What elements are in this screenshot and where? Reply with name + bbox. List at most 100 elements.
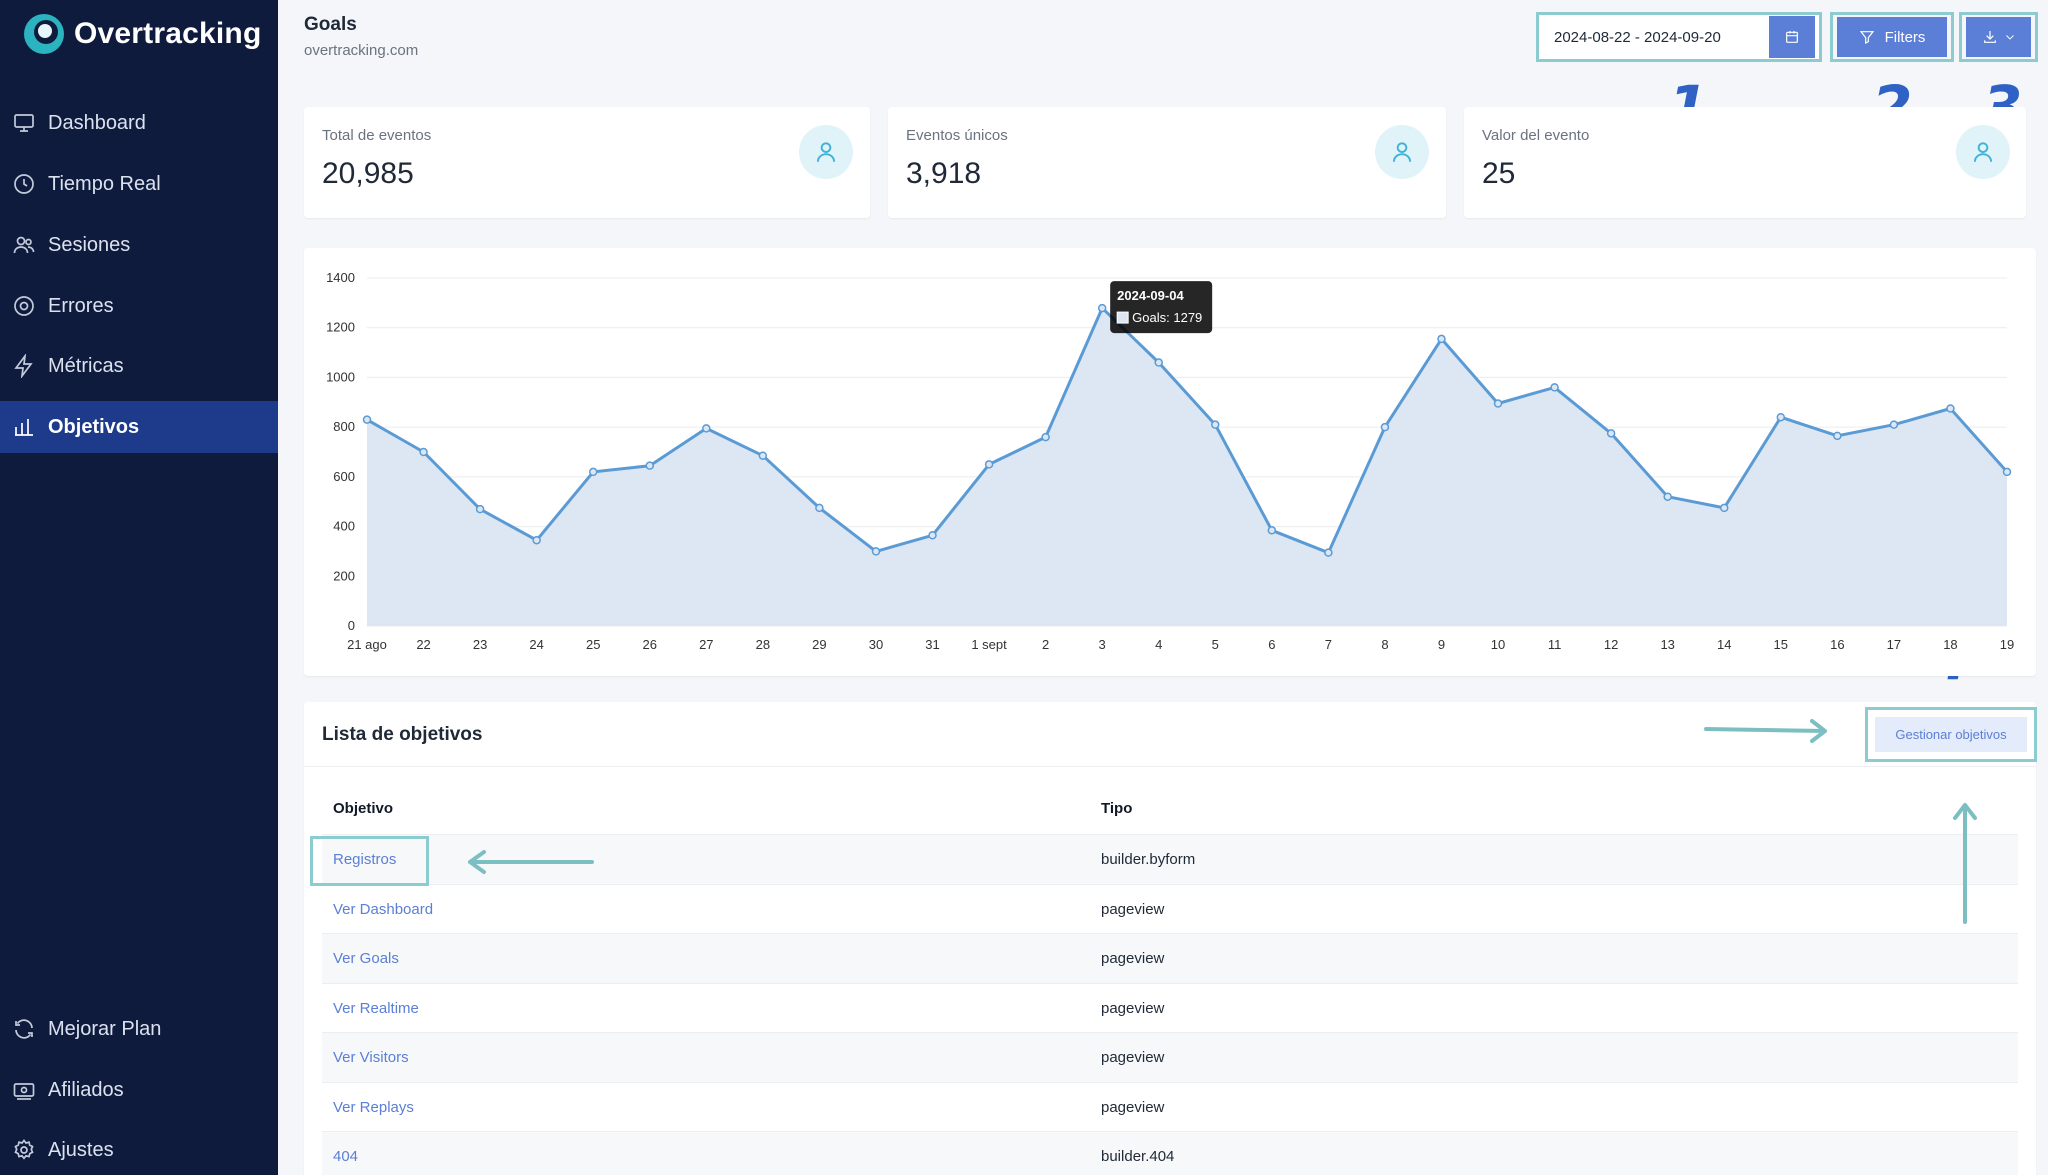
sidebar-item-label: Afiliados: [48, 1078, 124, 1101]
users-icon: [12, 233, 36, 257]
calendar-icon: [1786, 31, 1798, 43]
column-header-tipo: Tipo: [1101, 800, 1133, 817]
sidebar-item-mejorar-plan[interactable]: Mejorar Plan: [0, 1003, 278, 1055]
data-point: [815, 503, 824, 513]
goals-chart: 0 200 400 600 800 1000 1200 1400 21 ago 22 23 24 25 2…: [304, 248, 2036, 676]
y-tick-label: 1400: [326, 270, 355, 285]
sidebar-item-metricas[interactable]: Métricas: [0, 340, 278, 392]
brand[interactable]: Overtracking: [24, 14, 261, 54]
x-tick-label: 10: [1491, 637, 1505, 652]
goal-link-ver-goals[interactable]: Ver Goals: [333, 950, 399, 967]
sidebar-item-objetivos[interactable]: Objetivos: [0, 401, 278, 453]
data-point: [475, 504, 485, 514]
x-tick-label: 30: [869, 637, 883, 652]
goal-link-ver-replays[interactable]: Ver Replays: [333, 1099, 414, 1116]
sidebar-item-label: Tiempo Real: [48, 172, 161, 195]
x-tick-label: 19: [2000, 637, 2014, 652]
x-tick-label: 17: [1887, 637, 1901, 652]
stat-value: 25: [1482, 157, 1516, 190]
data-point: [1041, 432, 1050, 442]
x-tick-label: 26: [643, 637, 657, 652]
data-point: [1946, 404, 1955, 413]
download-button[interactable]: [1966, 17, 2031, 57]
bolt-icon: [12, 354, 36, 378]
data-point: [928, 531, 937, 540]
refresh-icon: [12, 1017, 36, 1041]
goal-link-ver-realtime[interactable]: Ver Realtime: [333, 1000, 419, 1017]
stat-card-total-eventos: Total de eventos 20,985: [304, 107, 870, 218]
x-tick-label: 29: [812, 637, 826, 652]
data-point: [1550, 383, 1559, 392]
goal-link-404[interactable]: 404: [333, 1148, 359, 1165]
series-line: [366, 306, 2009, 555]
x-tick-label: 7: [1325, 637, 1332, 652]
target-icon: [12, 294, 36, 318]
goals-list-card: Lista de objetivos Gestionar objetivos O…: [304, 702, 2037, 1175]
goal-link-registros[interactable]: Registros: [333, 851, 397, 868]
x-tick-label: 1 sept: [971, 637, 1007, 652]
data-point: [758, 451, 768, 460]
download-icon: [1982, 29, 1998, 45]
table-row: Ver Dashboard pageview: [322, 884, 2018, 934]
x-tick-label: 2: [1042, 637, 1049, 652]
date-range-picker[interactable]: 2024-08-22 - 2024-09-20: [1536, 12, 1822, 62]
y-tick-label: 400: [333, 519, 355, 534]
data-point: [419, 447, 428, 457]
x-tick-label: 6: [1268, 637, 1275, 652]
x-tick-label: 4: [1155, 637, 1162, 652]
x-tick-label: 24: [529, 637, 543, 652]
y-tick-label: 200: [333, 568, 355, 583]
page-title: Goals: [304, 14, 357, 35]
data-point: [2002, 467, 2012, 477]
data-point: [1833, 431, 1842, 441]
filter-icon: [1859, 29, 1875, 45]
monitor-icon: [12, 111, 36, 135]
sidebar-item-sesiones[interactable]: Sesiones: [0, 219, 278, 271]
x-tick-label: 12: [1604, 637, 1618, 652]
x-tick-label: 13: [1660, 637, 1674, 652]
table-row: Ver Goals pageview: [322, 933, 2018, 983]
data-point: [645, 461, 655, 470]
x-tick-label: 15: [1774, 637, 1788, 652]
data-point: [1437, 334, 1446, 344]
goal-type: pageview: [1101, 901, 1165, 918]
sidebar-item-label: Mejorar Plan: [48, 1017, 162, 1040]
sidebar-item-tiempo-real[interactable]: Tiempo Real: [0, 158, 278, 210]
date-range-value: 2024-08-22 - 2024-09-20: [1554, 28, 1721, 46]
filters-label: Filters: [1884, 28, 1926, 46]
manage-goals-highlight: Gestionar objetivos: [1865, 707, 2037, 762]
sidebar-item-label: Sesiones: [48, 233, 131, 256]
sidebar-item-label: Errores: [48, 294, 114, 317]
data-point: [1606, 429, 1616, 438]
goals-list-title: Lista de objetivos: [322, 724, 483, 745]
data-point: [1493, 399, 1503, 408]
manage-goals-button[interactable]: Gestionar objetivos: [1875, 717, 2027, 752]
tooltip-swatch: [1116, 311, 1129, 324]
sidebar-item-dashboard[interactable]: Dashboard: [0, 97, 278, 149]
goal-link-ver-visitors[interactable]: Ver Visitors: [333, 1049, 409, 1066]
x-tick-label: 16: [1830, 637, 1844, 652]
stat-value: 3,918: [906, 157, 982, 190]
x-tick-label: 5: [1212, 637, 1219, 652]
column-header-objetivo: Objetivo: [333, 800, 394, 817]
sidebar-item-ajustes[interactable]: Ajustes: [0, 1124, 278, 1175]
goal-type: builder.byform: [1101, 851, 1196, 868]
data-point: [1776, 412, 1786, 422]
goal-type: pageview: [1101, 950, 1165, 967]
overtracking-logo-icon: [24, 14, 64, 54]
stat-label: Total de eventos: [322, 127, 432, 144]
sidebar-item-errores[interactable]: Errores: [0, 280, 278, 332]
user-icon: [1956, 125, 2010, 179]
goal-link-ver-dashboard[interactable]: Ver Dashboard: [333, 901, 434, 918]
data-point: [1663, 492, 1672, 501]
sidebar-item-afiliados[interactable]: Afiliados: [0, 1064, 278, 1116]
sidebar-item-label: Dashboard: [48, 111, 146, 134]
sidebar-item-label: Métricas: [48, 354, 124, 377]
x-tick-label: 31: [925, 637, 939, 652]
filters-button[interactable]: Filters: [1837, 17, 1947, 57]
data-point: [984, 460, 994, 469]
goal-type: builder.404: [1101, 1148, 1175, 1165]
bar-chart-icon: [12, 415, 36, 439]
calendar-button[interactable]: [1769, 16, 1815, 58]
